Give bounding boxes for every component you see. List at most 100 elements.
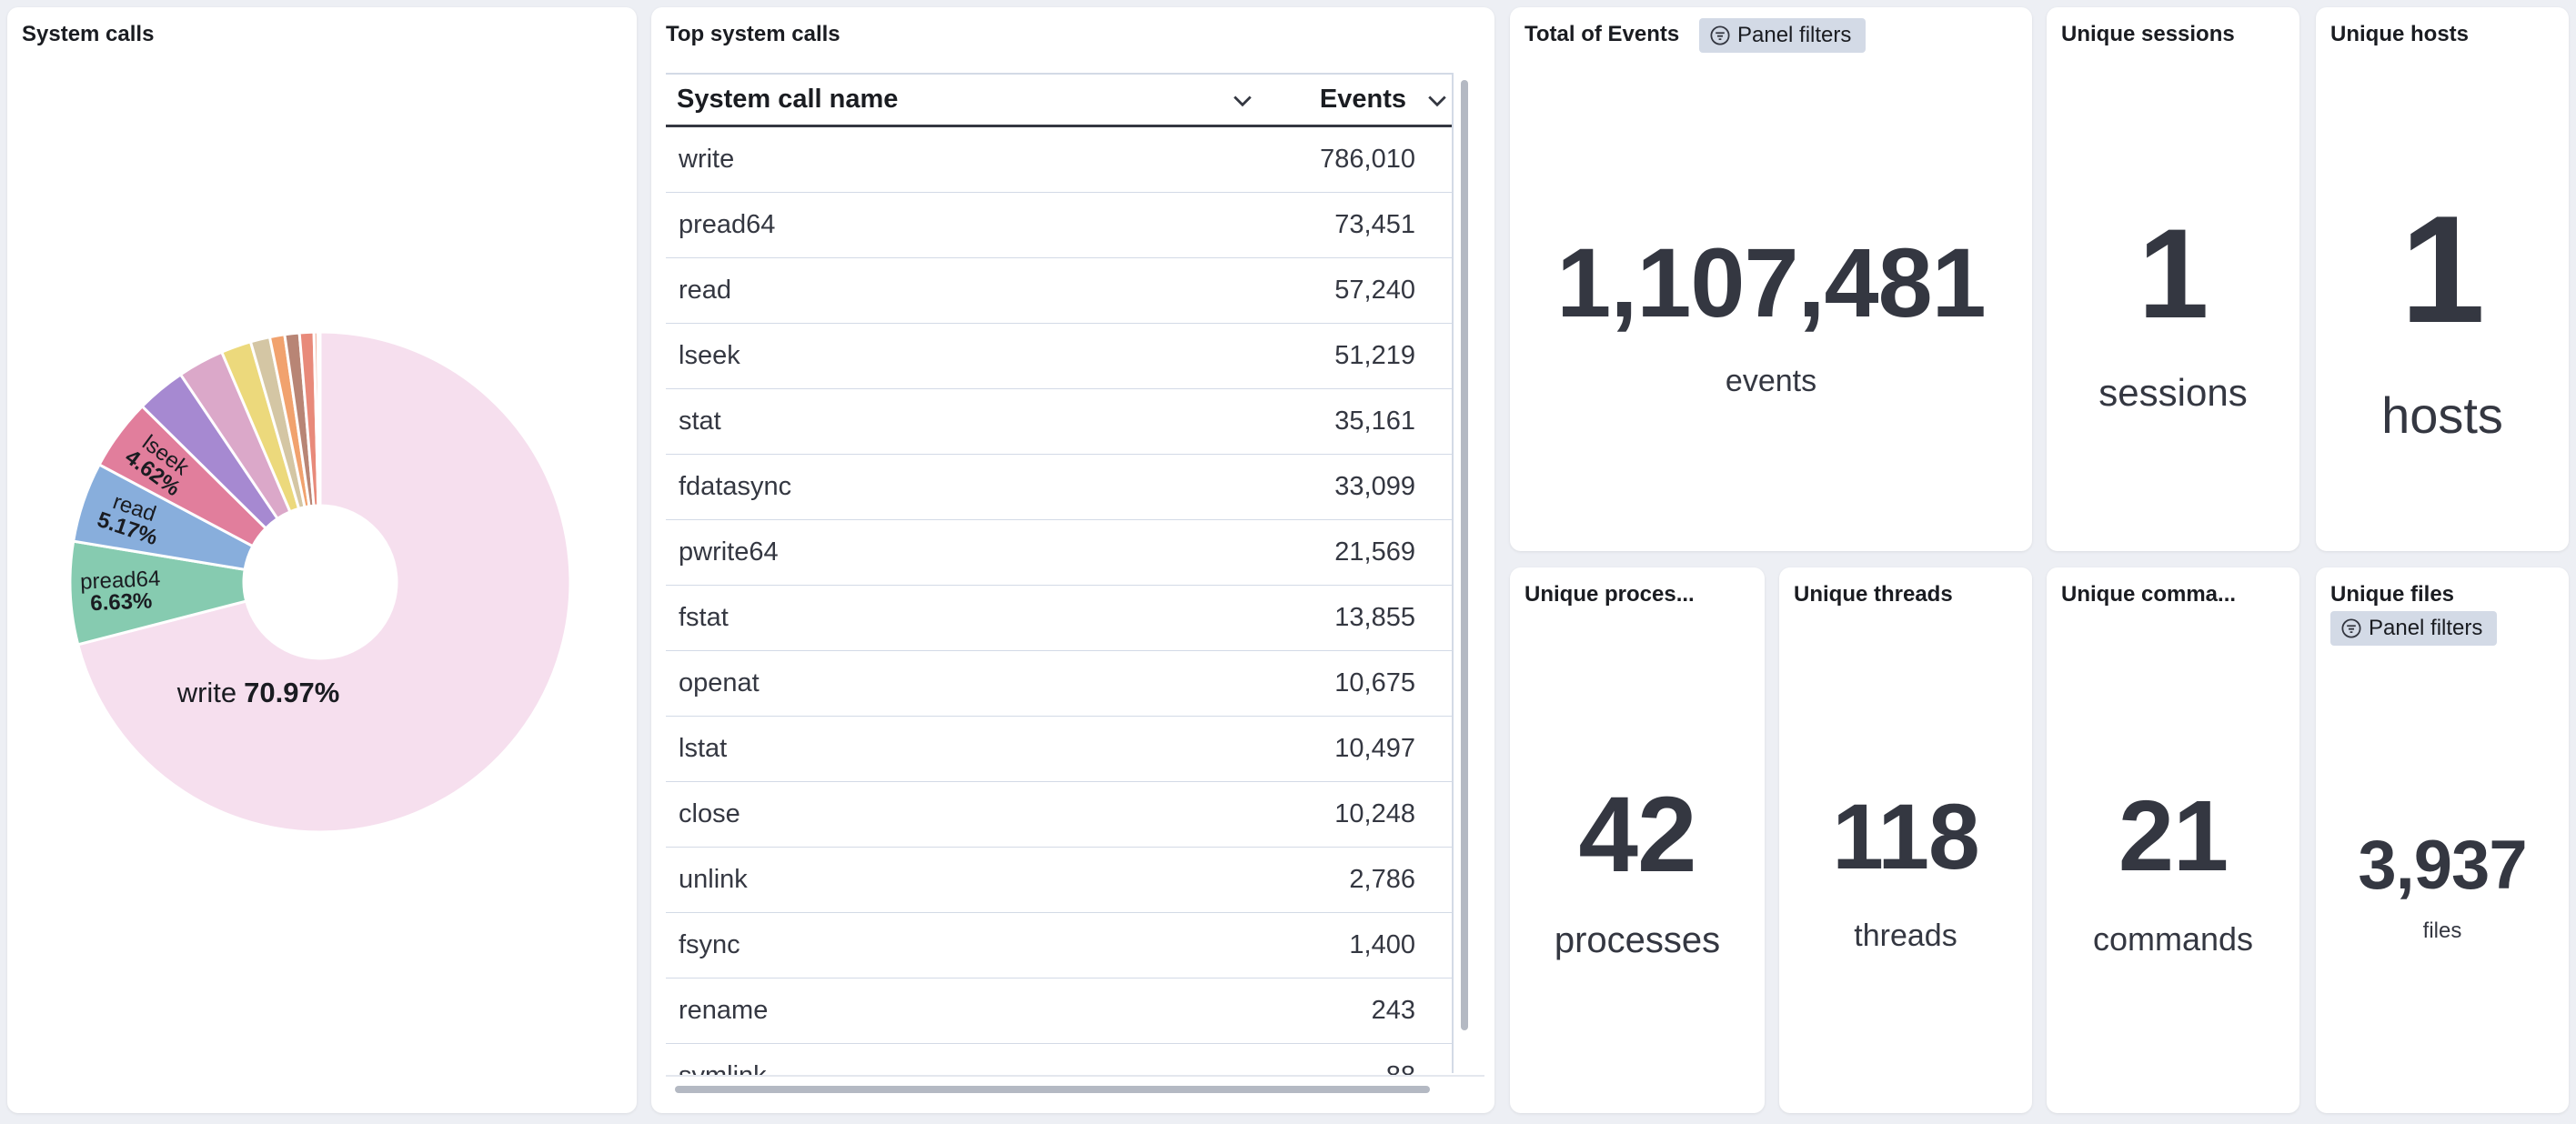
panel-title: Unique files: [2330, 582, 2455, 607]
events-cell: 2,786: [1349, 865, 1415, 894]
panel-filters-badge[interactable]: Panel filters: [1699, 18, 1867, 53]
system-calls-table: System call name Events write 786,010 prea…: [666, 73, 1452, 1077]
system-call-name-cell[interactable]: lstat: [679, 734, 728, 763]
table-row[interactable]: lstat 10,497: [666, 717, 1452, 782]
panel-filters-label: Panel filters: [2369, 616, 2483, 640]
panel-title: Unique sessions: [2061, 22, 2235, 46]
column-header-name[interactable]: System call name: [666, 85, 1268, 115]
panel-title: System calls: [22, 22, 155, 46]
unique-threads-panel: Unique threads 118 threads: [1779, 567, 2032, 1113]
system-call-name-cell[interactable]: read: [679, 276, 732, 305]
metric-value: 1: [2138, 202, 2209, 345]
slice-label-write: write 70.97%: [176, 677, 340, 708]
column-header-label: Events: [1319, 85, 1406, 114]
table-body: write 786,010 pread64 73,451 read 57,240 lseek…: [666, 127, 1452, 1077]
metric-label: threads: [1854, 918, 1957, 953]
panel-filters-badge[interactable]: Panel filters: [2330, 611, 2498, 646]
system-call-name-cell[interactable]: openat: [679, 668, 760, 697]
metric-label: commands: [2092, 920, 2254, 958]
scroll-track: [1452, 73, 1454, 1073]
system-call-name-cell[interactable]: stat: [679, 406, 721, 436]
system-calls-panel: System calls write 70.97% pread646.63% read…: [7, 7, 637, 1113]
system-call-name-cell[interactable]: unlink: [679, 865, 748, 894]
events-cell: 21,569: [1334, 537, 1415, 567]
table-row[interactable]: stat 35,161: [666, 389, 1452, 455]
filter-icon: [1710, 25, 1730, 45]
filter-icon: [2341, 618, 2361, 638]
metric-value: 42: [1578, 775, 1696, 895]
panel-title: Unique hosts: [2330, 22, 2470, 46]
events-cell: 10,248: [1334, 799, 1415, 828]
system-call-name-cell[interactable]: close: [679, 799, 740, 828]
panel-title: Total of Events: [1524, 22, 1680, 46]
metric-value: 118: [1832, 785, 1980, 888]
system-call-name-cell[interactable]: pread64: [679, 210, 776, 239]
table-row[interactable]: close 10,248: [666, 782, 1452, 848]
panel-filters-label: Panel filters: [1737, 23, 1852, 47]
events-cell: 88: [1385, 1061, 1415, 1077]
unique-files-panel: Unique files Panel filters 3,937 files: [2316, 567, 2569, 1113]
events-cell: 243: [1371, 996, 1415, 1025]
events-cell: 10,497: [1334, 734, 1415, 763]
metric-label: hosts: [2381, 386, 2503, 444]
events-cell: 13,855: [1334, 603, 1415, 632]
table-row[interactable]: rename 243: [666, 978, 1452, 1044]
table-row[interactable]: pread64 73,451: [666, 193, 1452, 258]
chevron-down-icon[interactable]: [1424, 87, 1450, 113]
table-row[interactable]: read 57,240: [666, 258, 1452, 324]
panel-title: Unique threads: [1794, 582, 1953, 607]
table-row[interactable]: fstat 13,855: [666, 586, 1452, 651]
events-cell: 10,675: [1334, 668, 1415, 697]
metric-label: events: [1725, 364, 1817, 398]
slice-label-percent: 70.97%: [244, 677, 339, 708]
table-row[interactable]: symlink 88: [666, 1044, 1452, 1077]
slice-label-percent: 6.63%: [90, 588, 153, 616]
events-cell: 51,219: [1334, 341, 1415, 370]
system-call-name-cell[interactable]: rename: [679, 996, 769, 1025]
metric-label: sessions: [2098, 371, 2248, 414]
table-row[interactable]: unlink 2,786: [666, 848, 1452, 913]
column-header-label: System call name: [677, 85, 899, 114]
unique-processes-panel: Unique proces... 42 processes: [1510, 567, 1765, 1113]
system-call-name-cell[interactable]: pwrite64: [679, 537, 779, 567]
pie-slice-write[interactable]: [75, 330, 572, 834]
system-calls-donut-chart[interactable]: write 70.97%pread646.63%read5.17%lseek4.6…: [7, 7, 637, 1113]
panel-title: Unique proces...: [1524, 582, 1695, 607]
chevron-down-icon[interactable]: [1230, 87, 1255, 113]
svg-text:pread646.63%: pread646.63%: [80, 567, 162, 617]
horizontal-scrollbar[interactable]: [675, 1086, 1430, 1093]
metric-value: 1: [2400, 184, 2485, 355]
top-system-calls-panel: Top system calls System call name Events…: [651, 7, 1494, 1113]
table-row[interactable]: write 786,010: [666, 127, 1452, 193]
scroll-track: [666, 1075, 1484, 1077]
table-row[interactable]: lseek 51,219: [666, 324, 1452, 389]
slice-label-pread64: pread646.63%: [80, 567, 162, 617]
table-row[interactable]: fdatasync 33,099: [666, 455, 1452, 520]
metric-label: processes: [1554, 920, 1721, 960]
events-cell: 1,400: [1349, 930, 1415, 959]
events-cell: 57,240: [1334, 276, 1415, 305]
events-cell: 73,451: [1334, 210, 1415, 239]
metric-label: files: [2422, 918, 2462, 943]
system-call-name-cell[interactable]: fsync: [679, 930, 740, 959]
table-row[interactable]: pwrite64 21,569: [666, 520, 1452, 586]
vertical-scrollbar[interactable]: [1461, 80, 1468, 1030]
table-row[interactable]: fsync 1,400: [666, 913, 1452, 978]
metric-value: 1,107,481: [1556, 227, 1986, 337]
system-call-name-cell[interactable]: lseek: [679, 341, 740, 370]
column-header-events[interactable]: Events: [1268, 85, 1452, 115]
metric-value: 3,937: [2358, 827, 2527, 904]
events-cell: 35,161: [1334, 406, 1415, 436]
table-row[interactable]: openat 10,675: [666, 651, 1452, 717]
system-call-name-cell[interactable]: fdatasync: [679, 472, 792, 501]
slice-label-name: pread64: [80, 567, 161, 595]
system-call-name-cell[interactable]: fstat: [679, 603, 729, 632]
unique-commands-panel: Unique comma... 21 commands: [2047, 567, 2299, 1113]
table-header: System call name Events: [666, 73, 1452, 127]
system-call-name-cell[interactable]: symlink: [679, 1061, 767, 1077]
system-call-name-cell[interactable]: write: [679, 145, 735, 174]
events-cell: 33,099: [1334, 472, 1415, 501]
metric-value: 21: [2118, 780, 2229, 892]
slice-label-name: write: [176, 677, 236, 708]
